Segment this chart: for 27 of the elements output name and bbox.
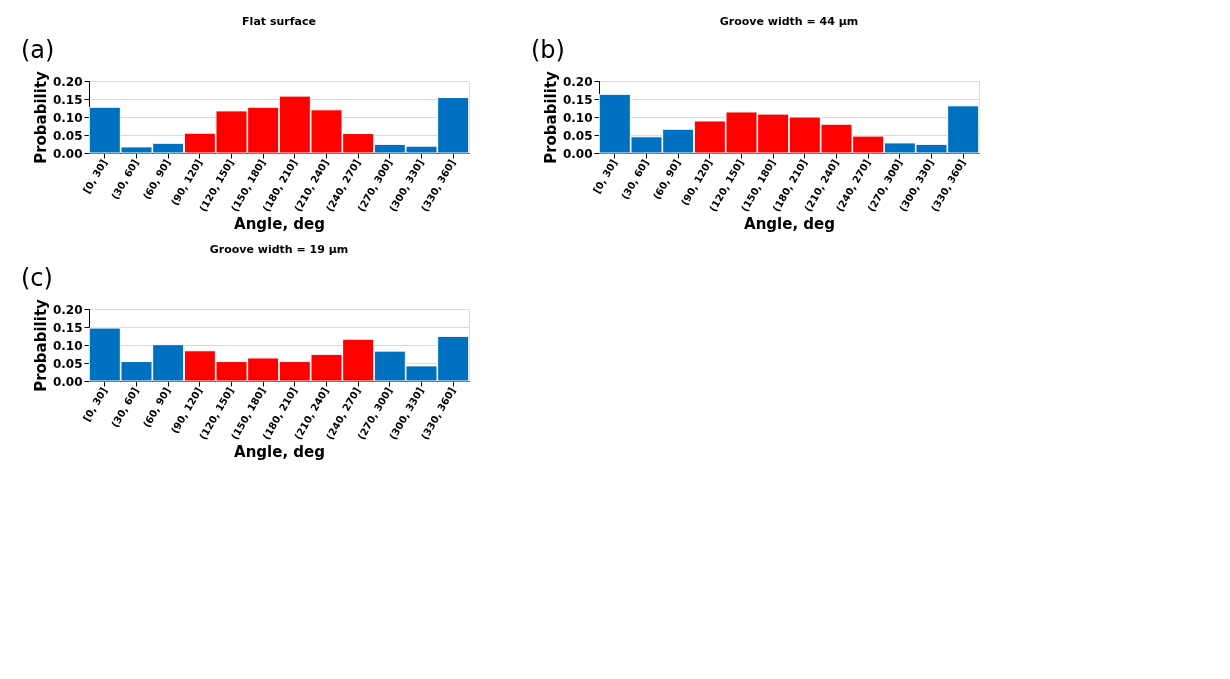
y-tick-label: 0.05 xyxy=(52,128,83,143)
y-tick-label: 0.00 xyxy=(562,146,593,161)
y-tick-label: 0.20 xyxy=(52,74,83,89)
y-axis-title: Probability xyxy=(31,70,50,164)
y-tick-label: 0.00 xyxy=(52,374,83,389)
y-tick-label: 0.15 xyxy=(52,92,83,107)
y-axis-title: Probability xyxy=(31,298,50,392)
y-tick-label: 0.20 xyxy=(562,74,593,89)
chart-title: Groove width = 44 µm xyxy=(719,15,859,28)
y-tick-label: 0.15 xyxy=(562,92,593,107)
chart-title: Flat surface xyxy=(242,15,316,28)
x-axis-title: Angle, deg xyxy=(234,443,325,462)
chart-title: Groove width = 19 µm xyxy=(209,243,349,256)
text: (b) xyxy=(531,36,565,64)
y-tick-label: 0.10 xyxy=(52,338,83,353)
y-tick-label: 0.00 xyxy=(52,146,83,161)
x-axis-title: Angle, deg xyxy=(234,215,325,234)
x-axis-title: Angle, deg xyxy=(744,215,835,234)
y-tick-label: 0.05 xyxy=(52,356,83,371)
y-tick-label: 0.15 xyxy=(52,320,83,335)
y-tick-label: 0.05 xyxy=(562,128,593,143)
text: (a) xyxy=(21,36,55,64)
text: (c) xyxy=(21,264,53,292)
y-tick-label: 0.10 xyxy=(52,110,83,125)
y-axis-title: Probability xyxy=(541,70,560,164)
y-tick-label: 0.10 xyxy=(562,110,593,125)
y-tick-label: 0.20 xyxy=(52,302,83,317)
